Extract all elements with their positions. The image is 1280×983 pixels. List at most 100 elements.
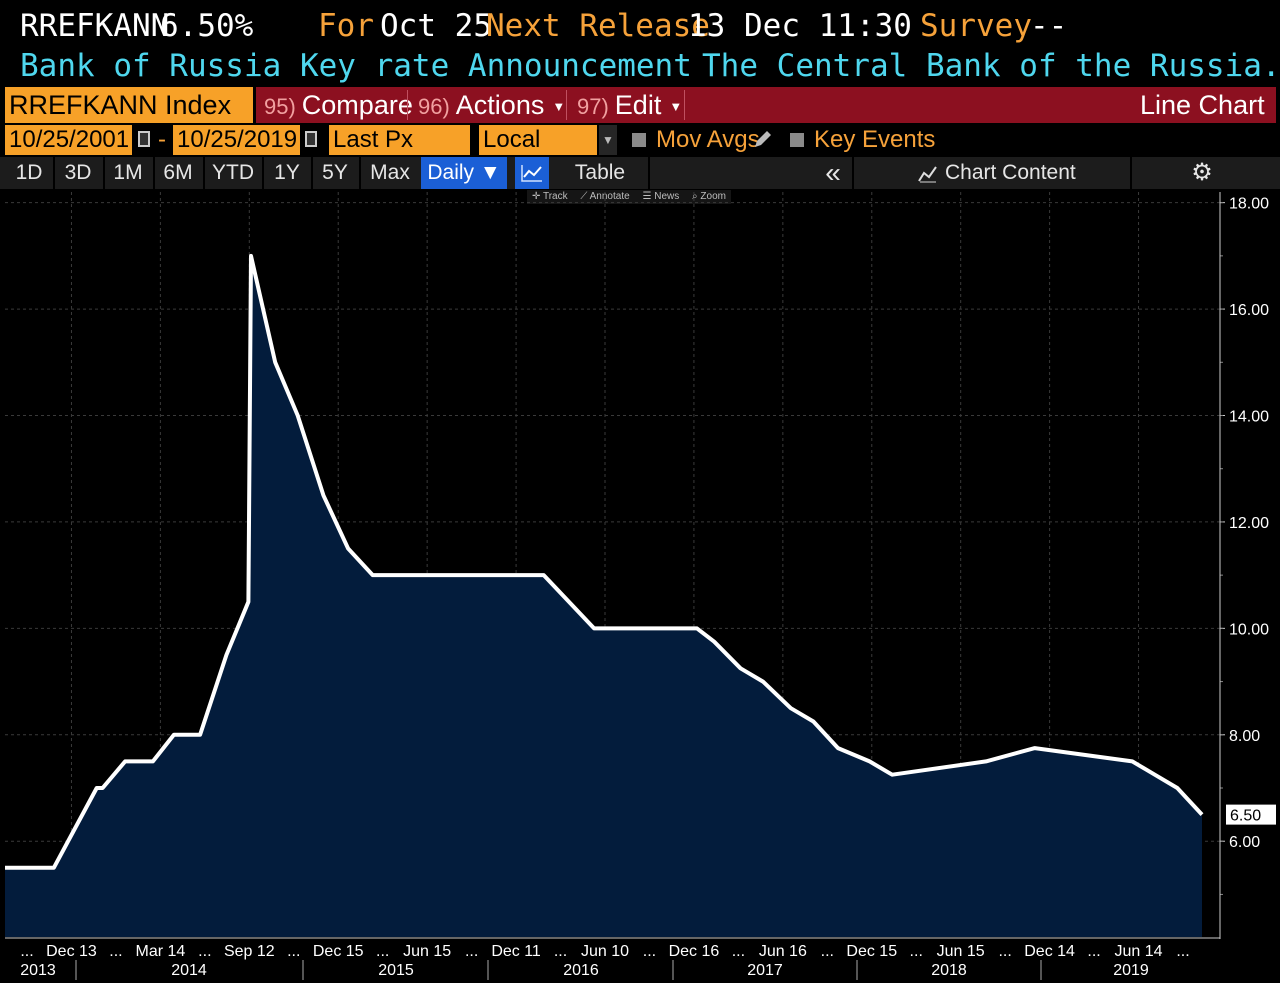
- calendar-icon[interactable]: [138, 131, 150, 147]
- toolbar-divider: [359, 157, 361, 189]
- y-tick-label: 14.00: [1229, 409, 1269, 426]
- range-1y-button[interactable]: 1Y: [274, 161, 300, 184]
- x-tick-label: ...: [376, 943, 389, 960]
- chart-content-icon: [918, 166, 937, 183]
- frequency-dropdown[interactable]: Daily ▼: [421, 157, 507, 189]
- range-5y-button[interactable]: 5Y: [322, 161, 348, 184]
- y-tick-label: 18.00: [1229, 196, 1269, 213]
- next-release-label: Next Release: [486, 8, 710, 44]
- x-tick-label: Jun 16: [759, 943, 807, 960]
- x-tick-label: Dec 11: [491, 943, 541, 960]
- start-date-input[interactable]: 10/25/2001: [5, 125, 132, 155]
- track-tool[interactable]: ✛ Track: [532, 191, 568, 202]
- chevron-down-icon[interactable]: ▼: [599, 125, 617, 155]
- range-6m-button[interactable]: 6M: [163, 161, 193, 184]
- collapse-button[interactable]: «: [825, 157, 841, 188]
- toolbar-divider: [311, 157, 313, 189]
- zoom-label: Zoom: [700, 191, 726, 202]
- news-label: News: [654, 191, 680, 202]
- last-value-tag: 6.50: [1226, 804, 1276, 825]
- y-tick-label: 6.00: [1229, 834, 1260, 851]
- x-year-label: 2014: [171, 962, 207, 979]
- toolbar-divider: [648, 157, 650, 189]
- chart-content-label: Chart Content: [945, 161, 1076, 184]
- x-tick-label: Jun 15: [403, 943, 451, 960]
- survey-label: Survey: [920, 8, 1032, 44]
- y-tick-label: 16.00: [1229, 302, 1269, 319]
- edit-button[interactable]: 97) Edit ▼: [577, 87, 682, 123]
- range-1d-button[interactable]: 1D: [15, 161, 43, 184]
- zoom-tool[interactable]: ⌕ Zoom: [692, 191, 726, 202]
- menu-bar: RREFKANN Index 95) Compare 96) Actions ▼ 97…: [0, 87, 1280, 123]
- x-year-label: 2015: [378, 962, 414, 979]
- compare-label: Compare: [301, 90, 413, 120]
- toolbar-divider: [1130, 157, 1132, 189]
- x-tick-label: ...: [732, 943, 745, 960]
- x-tick-label: ...: [287, 943, 300, 960]
- x-tick-label: Mar 14: [135, 943, 185, 960]
- x-tick-label: Sep 12: [224, 943, 275, 960]
- x-tick-label: Dec 15: [313, 943, 364, 960]
- chart-content-button[interactable]: Chart Content: [855, 157, 1129, 189]
- rate-chart[interactable]: 18.00 16.00 14.00 12.00 10.00 8.00 6.00 6.50 .…: [0, 190, 1280, 983]
- toolbar-divider: [262, 157, 264, 189]
- survey-value: --: [1030, 8, 1068, 44]
- chevron-down-icon: ▼: [552, 98, 566, 114]
- currency-select[interactable]: Local CCY: [479, 125, 597, 183]
- annotate-label: Annotate: [589, 191, 630, 202]
- security-header: RREFKANN 6.50% For Oct 25 Next Release 1…: [0, 6, 1280, 46]
- security-description: Bank of Russia Key rate Announcement: [20, 48, 692, 84]
- pencil-icon[interactable]: [752, 130, 774, 150]
- menu-divider: [566, 90, 567, 120]
- next-release-value: 13 Dec 11:30: [688, 8, 912, 44]
- rate-line: [5, 253, 1204, 870]
- for-label: For: [318, 8, 374, 44]
- calendar-icon[interactable]: [305, 131, 317, 147]
- menu-strip: [256, 87, 1276, 123]
- key-events-checkbox[interactable]: [790, 133, 804, 147]
- y-tick-label: 8.00: [1229, 728, 1260, 745]
- end-date-input[interactable]: 10/25/2019: [173, 125, 300, 155]
- table-button[interactable]: Table: [574, 161, 626, 184]
- description-header: Bank of Russia Key rate Announcement The…: [0, 46, 1280, 86]
- control-bar: 10/25/2001 - 10/25/2019 Last Px Local CC…: [0, 125, 1280, 183]
- security-input[interactable]: RREFKANN Index: [5, 87, 253, 123]
- x-tick-label: ...: [998, 943, 1011, 960]
- last-value-box: [1226, 804, 1276, 825]
- menu-divider: [684, 90, 685, 120]
- x-tick-label: ...: [109, 943, 122, 960]
- last-value: 6.50%: [160, 8, 254, 44]
- range-3d-button[interactable]: 3D: [64, 161, 92, 184]
- x-year-label: 2017: [747, 962, 783, 979]
- gear-icon[interactable]: ⚙: [1191, 159, 1213, 186]
- field-select[interactable]: Last Px: [329, 125, 470, 155]
- chart-toolbar: 1D 3D 1M 6M YTD 1Y 5Y Max Daily ▼ Table …: [0, 157, 1280, 189]
- last-value-text: 6.50: [1230, 808, 1261, 825]
- edit-label: Edit: [614, 90, 662, 120]
- range-1m-button[interactable]: 1M: [113, 161, 143, 184]
- annotate-tool[interactable]: ⟋ Annotate: [580, 191, 630, 202]
- x-tick-label: ...: [554, 943, 567, 960]
- x-tick-label: Dec 14: [1024, 943, 1075, 960]
- actions-button[interactable]: 96) Actions ▼: [418, 87, 565, 123]
- chart-view-button[interactable]: [515, 157, 549, 189]
- x-tick-label: Dec 15: [846, 943, 897, 960]
- compare-button[interactable]: 95) Compare: [264, 87, 413, 123]
- x-tick-label: ...: [465, 943, 478, 960]
- x-tick-label: ...: [643, 943, 656, 960]
- x-tick-label: Jun 15: [937, 943, 985, 960]
- actions-label: Actions: [455, 90, 545, 120]
- edit-number: 97): [577, 94, 609, 119]
- actions-number: 96): [418, 94, 450, 119]
- range-ytd-button[interactable]: YTD: [212, 161, 254, 184]
- mov-avgs-checkbox[interactable]: [632, 133, 646, 147]
- toolbar-divider: [203, 157, 205, 189]
- line-chart-icon: [521, 165, 542, 182]
- chart-type-label[interactable]: Line Chart: [1140, 90, 1265, 120]
- x-year-label: 2013: [20, 962, 56, 979]
- x-tick-label: Jun 10: [581, 943, 629, 960]
- menu-divider: [407, 90, 408, 120]
- news-tool[interactable]: ☰ News: [642, 191, 680, 202]
- x-tick-label: ...: [910, 943, 923, 960]
- range-max-button[interactable]: Max: [370, 161, 410, 184]
